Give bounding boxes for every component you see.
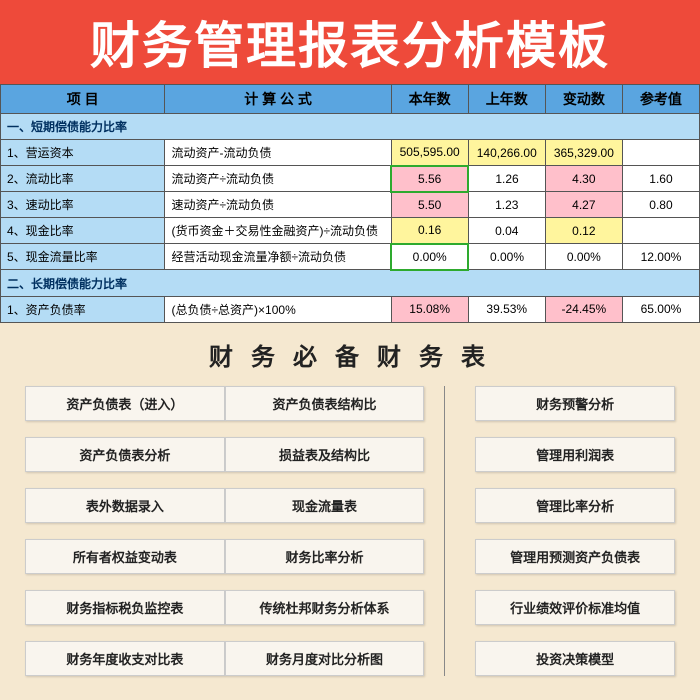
header-row: 项 目 计 算 公 式 本年数 上年数 变动数 参考值: [1, 85, 700, 114]
section-label: 一、短期偿债能力比率: [1, 114, 700, 140]
report-button[interactable]: 行业绩效评价标准均值: [475, 590, 675, 625]
cell-value: 15.08%: [391, 296, 468, 322]
report-button[interactable]: 管理用预测资产负债表: [475, 539, 675, 574]
report-button[interactable]: 财务指标税负监控表: [25, 590, 225, 625]
report-button[interactable]: 管理比率分析: [475, 488, 675, 523]
cell-value: 0.16: [391, 218, 468, 244]
cell-value: 505,595.00: [391, 140, 468, 166]
cell-value: 0.04: [468, 218, 545, 244]
report-button[interactable]: 资产负债表分析: [25, 437, 225, 472]
th-chg: 变动数: [545, 85, 622, 114]
report-button[interactable]: 传统杜邦财务分析体系: [225, 590, 425, 625]
cell-value: 0.00%: [468, 244, 545, 270]
cell-value: 365,329.00: [545, 140, 622, 166]
th-formula: 计 算 公 式: [165, 85, 391, 114]
cell-value: 0.12: [545, 218, 622, 244]
cell-value: [622, 140, 699, 166]
button-grid: 资产负债表（进入）资产负债表分析表外数据录入所有者权益变动表财务指标税负监控表财…: [0, 386, 700, 696]
cell-formula: (货币资金＋交易性金融资产)÷流动负债: [165, 218, 391, 244]
cell-name: 3、速动比率: [1, 192, 165, 218]
table-row: 1、营运资本流动资产-流动负债505,595.00140,266.00365,3…: [1, 140, 700, 166]
cell-name: 2、流动比率: [1, 166, 165, 192]
section-row: 二、长期偿债能力比率: [1, 270, 700, 297]
cell-value: 4.30: [545, 166, 622, 192]
table-row: 4、现金比率(货币资金＋交易性金融资产)÷流动负债0.160.040.12: [1, 218, 700, 244]
cell-formula: 流动资产-流动负债: [165, 140, 391, 166]
cell-value: 1.26: [468, 166, 545, 192]
cell-value: 1.60: [622, 166, 699, 192]
th-cy: 本年数: [391, 85, 468, 114]
table-row: 2、流动比率流动资产÷流动负债5.561.264.301.60: [1, 166, 700, 192]
cell-value: [622, 218, 699, 244]
cell-value: 0.00%: [545, 244, 622, 270]
report-button[interactable]: 现金流量表: [225, 488, 425, 523]
cell-value: 12.00%: [622, 244, 699, 270]
cell-formula: 速动资产÷流动负债: [165, 192, 391, 218]
report-button[interactable]: 管理用利润表: [475, 437, 675, 472]
report-button[interactable]: 财务月度对比分析图: [225, 641, 425, 676]
th-item: 项 目: [1, 85, 165, 114]
cell-value: -24.45%: [545, 296, 622, 322]
th-py: 上年数: [468, 85, 545, 114]
cell-formula: 经营活动现金流量净额÷流动负债: [165, 244, 391, 270]
report-button[interactable]: 财务年度收支对比表: [25, 641, 225, 676]
cell-name: 1、资产负债率: [1, 296, 165, 322]
cell-value: 1.23: [468, 192, 545, 218]
report-button[interactable]: 投资决策模型: [475, 641, 675, 676]
ratio-table: 项 目 计 算 公 式 本年数 上年数 变动数 参考值 一、短期偿债能力比率1、…: [0, 84, 700, 323]
cell-formula: (总负债÷总资产)×100%: [165, 296, 391, 322]
section-subtitle: 财 务 必 备 财 务 表: [0, 323, 700, 386]
page-title-banner: 财务管理报表分析模板: [0, 0, 700, 84]
section-row: 一、短期偿债能力比率: [1, 114, 700, 140]
cell-formula: 流动资产÷流动负债: [165, 166, 391, 192]
cell-value: 65.00%: [622, 296, 699, 322]
cell-value: 39.53%: [468, 296, 545, 322]
cell-value: 0.00%: [391, 244, 468, 270]
th-ref: 参考值: [622, 85, 699, 114]
cell-value: 5.56: [391, 166, 468, 192]
cell-name: 4、现金比率: [1, 218, 165, 244]
table-row: 1、资产负债率(总负债÷总资产)×100%15.08%39.53%-24.45%…: [1, 296, 700, 322]
cell-value: 4.27: [545, 192, 622, 218]
report-button[interactable]: 表外数据录入: [25, 488, 225, 523]
table-row: 3、速动比率速动资产÷流动负债5.501.234.270.80: [1, 192, 700, 218]
report-button[interactable]: 财务预警分析: [475, 386, 675, 421]
report-button[interactable]: 财务比率分析: [225, 539, 425, 574]
cell-value: 0.80: [622, 192, 699, 218]
report-button[interactable]: 所有者权益变动表: [25, 539, 225, 574]
cell-value: 140,266.00: [468, 140, 545, 166]
table-row: 5、现金流量比率经营活动现金流量净额÷流动负债0.00%0.00%0.00%12…: [1, 244, 700, 270]
report-button[interactable]: 损益表及结构比: [225, 437, 425, 472]
report-button[interactable]: 资产负债表结构比: [225, 386, 425, 421]
section-label: 二、长期偿债能力比率: [1, 270, 700, 297]
cell-name: 1、营运资本: [1, 140, 165, 166]
report-button[interactable]: 资产负债表（进入）: [25, 386, 225, 421]
cell-value: 5.50: [391, 192, 468, 218]
cell-name: 5、现金流量比率: [1, 244, 165, 270]
